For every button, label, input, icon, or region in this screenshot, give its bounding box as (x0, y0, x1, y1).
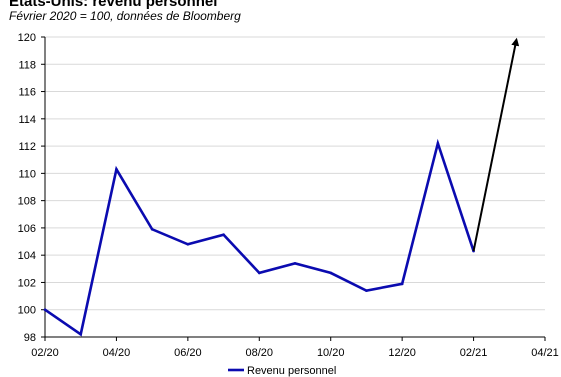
y-tick-label: 120 (18, 32, 36, 44)
y-tick-label: 102 (18, 277, 36, 289)
data-point (115, 167, 118, 171)
chart-title: États-Unis: revenu personnel (9, 0, 218, 10)
x-tick-label: 02/20 (31, 347, 59, 359)
data-point (400, 282, 404, 286)
x-tick-label: 02/21 (460, 347, 488, 359)
y-tick-label: 106 (18, 223, 36, 235)
y-tick-label: 108 (18, 196, 36, 208)
y-tick-label: 114 (18, 114, 36, 126)
data-point (329, 271, 333, 275)
annotation-arrow (472, 37, 520, 252)
x-tick-label: 10/20 (317, 347, 345, 359)
x-tick-label: 04/20 (103, 347, 131, 359)
x-tick-label: 04/21 (531, 347, 559, 359)
y-tick-label: 118 (18, 59, 36, 71)
chart-subtitle: Février 2020 = 100, données de Bloomberg (9, 9, 241, 23)
data-point (186, 242, 190, 246)
data-point (43, 308, 47, 312)
y-tick-label: 110 (18, 168, 36, 180)
y-tick-label: 100 (18, 305, 36, 317)
y-tick-label: 116 (18, 87, 36, 99)
data-point (150, 227, 154, 231)
x-tick-label: 12/20 (388, 347, 416, 359)
data-point (293, 262, 297, 265)
series-line (44, 138, 475, 337)
legend-label: Revenu personnel (247, 365, 336, 377)
data-point (365, 289, 368, 292)
data-point (79, 332, 83, 336)
data-point (222, 233, 225, 237)
y-tick-label: 98 (24, 332, 36, 344)
y-tick-label: 112 (18, 141, 36, 153)
x-tick-label: 06/20 (174, 347, 202, 359)
data-point (257, 271, 261, 275)
data-point (436, 142, 440, 145)
x-tick-label: 08/20 (246, 347, 274, 359)
y-tick-label: 104 (18, 250, 36, 262)
